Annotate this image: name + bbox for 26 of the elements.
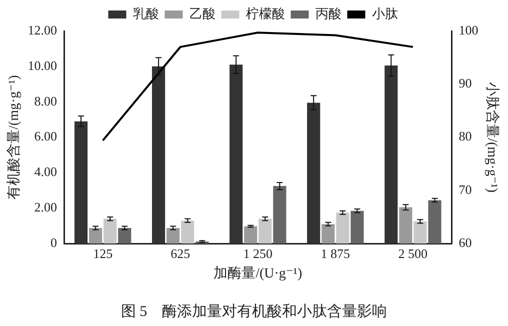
y-axis-title: 有机酸含量/(mg·g⁻¹) xyxy=(6,74,22,200)
y-tick-label: 10.00 xyxy=(28,58,58,73)
x-axis-title: 加酶量/(U·g⁻¹) xyxy=(214,265,302,282)
y2-tick-label: 100 xyxy=(458,22,478,38)
legend-label: 丙酸 xyxy=(315,6,342,21)
x-tick-label: 1 875 xyxy=(320,246,350,261)
y2-tick-label: 70 xyxy=(458,182,472,197)
legend-label: 乙酸 xyxy=(189,6,216,21)
x-tick-label: 625 xyxy=(170,246,190,261)
y2-axis-title: 小肽含量/(mg·g⁻¹) xyxy=(484,82,500,193)
y2-tick-label: 60 xyxy=(458,235,472,250)
y-tick-label: 2.00 xyxy=(34,200,58,215)
y-tick-label: 8.00 xyxy=(34,93,58,108)
caption: 图 5 酶添加量对有机酸和小肽含量影响 xyxy=(120,302,388,320)
legend-label: 小肽 xyxy=(372,6,398,21)
y-tick-label: 6.00 xyxy=(34,128,58,144)
x-tick-label: 125 xyxy=(93,246,113,261)
legend-label: 乳酸 xyxy=(132,6,159,21)
y2-tick-label: 90 xyxy=(458,76,472,91)
x-tick-label: 2 500 xyxy=(398,246,428,261)
y-tick-label: 0 xyxy=(50,235,58,250)
y-tick-label: 4.00 xyxy=(34,164,58,180)
y-tick-label: 12.00 xyxy=(28,22,58,38)
y2-tick-label: 80 xyxy=(458,128,472,144)
legend-label: 柠檬酸 xyxy=(246,6,285,21)
x-tick-label: 1 250 xyxy=(243,246,272,261)
